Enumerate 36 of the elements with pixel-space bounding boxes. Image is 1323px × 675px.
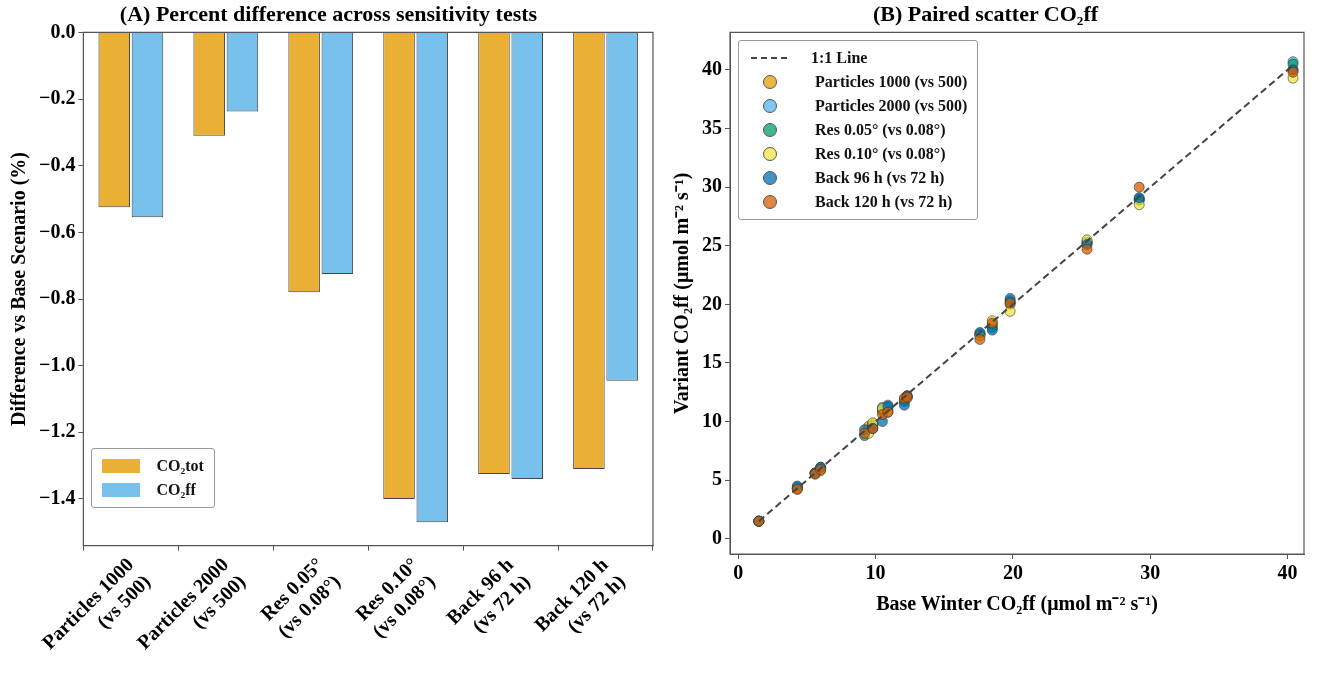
legend-label: CO₂tot bbox=[156, 456, 204, 475]
y-tick-label: −0.8 bbox=[38, 286, 76, 309]
y-tick-label: 5 bbox=[712, 467, 722, 490]
chart-title: (A) Percent difference across sensitivity tests bbox=[119, 0, 538, 26]
y-tick-label: 40 bbox=[702, 57, 722, 80]
legend-label: CO₂ff bbox=[156, 480, 196, 499]
y-tick-label: −0.6 bbox=[38, 219, 76, 242]
y-axis-title: Variant CO₂ff (μmol m⁻² s⁻¹) bbox=[670, 172, 694, 414]
y-tick-label: 15 bbox=[702, 350, 722, 373]
x-tick-label: 30 bbox=[1140, 561, 1161, 584]
y-tick-label: 10 bbox=[702, 408, 722, 431]
legend-label: Particles 2000 (vs 500) bbox=[815, 97, 968, 116]
x-axis-title: Base Winter CO₂ff (μmol m⁻² s⁻¹) bbox=[876, 592, 1158, 616]
y-tick-label: 0.0 bbox=[50, 19, 76, 42]
x-tick-label: 0 bbox=[733, 561, 744, 584]
y-tick-label: −1.4 bbox=[38, 486, 76, 509]
y-tick-label: 35 bbox=[702, 115, 722, 138]
x-tick-label: 10 bbox=[865, 561, 886, 584]
legend-label: Particles 1000 (vs 500) bbox=[815, 73, 968, 92]
x-tick-label: 40 bbox=[1277, 561, 1298, 584]
chart-title: (B) Paired scatter CO₂ff bbox=[872, 0, 1099, 26]
y-tick-label: −0.4 bbox=[38, 152, 76, 175]
y-tick-label: 30 bbox=[702, 174, 722, 197]
y-tick-label: −1.2 bbox=[38, 419, 76, 442]
y-tick-label: −0.2 bbox=[38, 86, 76, 109]
y-tick-label: 0 bbox=[712, 525, 722, 548]
legend-label: Res 0.05° (vs 0.08°) bbox=[815, 121, 946, 140]
legend-label: Back 96 h (vs 72 h) bbox=[815, 169, 945, 188]
y-tick-label: 20 bbox=[702, 291, 722, 314]
legend-label: 1:1 Line bbox=[811, 49, 868, 68]
y-axis-title: Difference vs Base Scenario (%) bbox=[7, 152, 31, 427]
y-tick-label: 25 bbox=[702, 232, 722, 255]
x-tick-label: 20 bbox=[1002, 561, 1023, 584]
legend-label: Back 120 h (vs 72 h) bbox=[815, 193, 953, 212]
y-tick-label: −1.0 bbox=[38, 352, 76, 375]
legend-label: Res 0.10° (vs 0.08°) bbox=[815, 145, 946, 164]
